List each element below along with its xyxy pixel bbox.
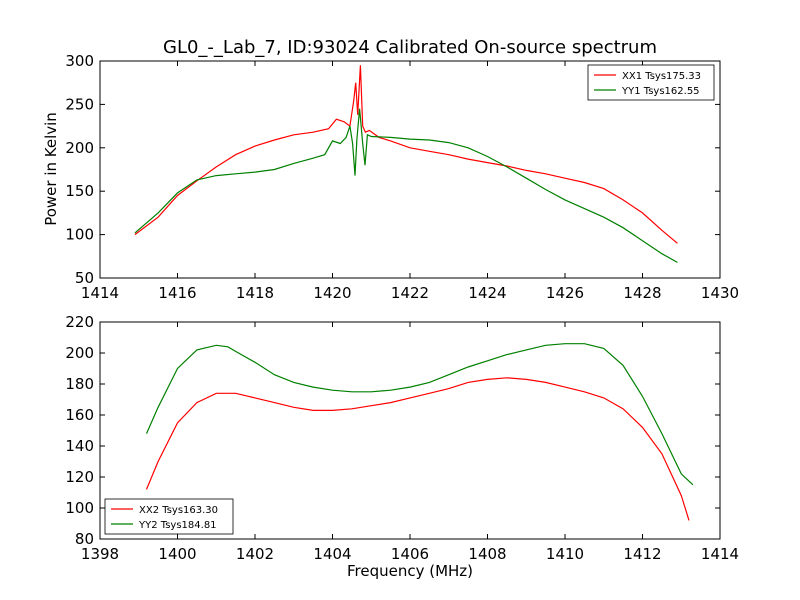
x-tick-label: 1428 (623, 284, 661, 302)
legend-entry: XX2 Tsys163.30 (139, 505, 218, 516)
legend-box (587, 64, 715, 101)
legend-entry: XX1 Tsys175.33 (622, 71, 701, 82)
top-legend: XX1 Tsys175.33 YY1 Tsys162.55 (587, 64, 715, 101)
y-tick-label: 180 (65, 375, 94, 393)
x-tick-label: 1418 (236, 284, 274, 302)
x-tick-label: 1424 (468, 284, 506, 302)
legend-entry: YY2 Tsys184.81 (138, 520, 217, 531)
x-tick-label: 1406 (391, 545, 429, 563)
series-line-red (134, 65, 678, 244)
x-tick-label: 1402 (236, 545, 274, 563)
x-tick-label: 1414 (81, 284, 119, 302)
legend-entry: YY1 Tsys162.55 (621, 86, 700, 97)
x-tick-label: 1416 (158, 284, 196, 302)
series-line-green (145, 343, 694, 486)
series-line-green (134, 108, 678, 263)
x-tick-label: 1398 (81, 545, 119, 563)
legend-box (104, 498, 234, 535)
x-tick-label: 1408 (468, 545, 506, 563)
chart-title: GL0_-_Lab_7, ID:93024 Calibrated On-sour… (163, 37, 657, 58)
y-tick-label: 100 (65, 499, 94, 517)
y-tick-label: 220 (65, 313, 94, 331)
x-tick-label: 1422 (391, 284, 429, 302)
y-tick-label: 100 (65, 226, 94, 244)
y-tick-label: 50 (75, 269, 94, 287)
bottom-plot-axes: 1398 1400 1402 1404 1406 1408 1410 1412 1414 80 10… (65, 313, 739, 563)
y-tick-label: 300 (65, 52, 94, 70)
x-tick-label: 1412 (623, 545, 661, 563)
x-tick-label: 1404 (313, 545, 351, 563)
bottom-legend: XX2 Tsys163.30 YY2 Tsys184.81 (104, 498, 234, 535)
x-tick-label: 1410 (546, 545, 584, 563)
y-tick-label: 160 (65, 406, 94, 424)
series-line-red (145, 377, 690, 521)
y-tick-label: 140 (65, 437, 94, 455)
y-tick-label: 200 (65, 344, 94, 362)
y-tick-label: 80 (75, 530, 94, 548)
top-plot-axes: 1414 1416 1418 1420 1422 1424 1426 1428 1430 50 10… (65, 52, 739, 302)
y-tick-label: 250 (65, 95, 94, 113)
top-ylabel: Power in Kelvin (42, 112, 60, 226)
y-tick-label: 120 (65, 468, 94, 486)
x-tick-label: 1400 (158, 545, 196, 563)
x-tick-label: 1420 (313, 284, 351, 302)
x-tick-label: 1414 (701, 545, 739, 563)
y-tick-label: 150 (65, 182, 94, 200)
x-tick-label: 1426 (546, 284, 584, 302)
bottom-xlabel: Frequency (MHz) (347, 562, 473, 580)
x-tick-label: 1430 (701, 284, 739, 302)
y-tick-label: 200 (65, 139, 94, 157)
